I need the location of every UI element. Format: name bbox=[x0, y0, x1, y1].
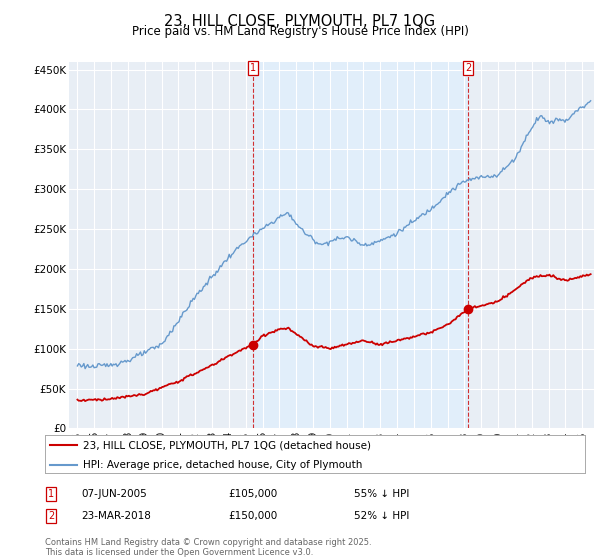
Bar bbox=[253, 62, 468, 428]
Text: 1: 1 bbox=[48, 489, 54, 499]
Text: 07-JUN-2005: 07-JUN-2005 bbox=[81, 489, 147, 499]
Text: £105,000: £105,000 bbox=[228, 489, 277, 499]
Text: HPI: Average price, detached house, City of Plymouth: HPI: Average price, detached house, City… bbox=[83, 460, 362, 470]
Text: 23, HILL CLOSE, PLYMOUTH, PL7 1QG: 23, HILL CLOSE, PLYMOUTH, PL7 1QG bbox=[164, 14, 436, 29]
Text: 23-MAR-2018: 23-MAR-2018 bbox=[81, 511, 151, 521]
Text: 2: 2 bbox=[48, 511, 54, 521]
Text: Price paid vs. HM Land Registry's House Price Index (HPI): Price paid vs. HM Land Registry's House … bbox=[131, 25, 469, 38]
Text: Contains HM Land Registry data © Crown copyright and database right 2025.
This d: Contains HM Land Registry data © Crown c… bbox=[45, 538, 371, 557]
Text: 2: 2 bbox=[465, 63, 471, 73]
Text: 52% ↓ HPI: 52% ↓ HPI bbox=[354, 511, 409, 521]
Text: 23, HILL CLOSE, PLYMOUTH, PL7 1QG (detached house): 23, HILL CLOSE, PLYMOUTH, PL7 1QG (detac… bbox=[83, 440, 371, 450]
Text: £150,000: £150,000 bbox=[228, 511, 277, 521]
Text: 55% ↓ HPI: 55% ↓ HPI bbox=[354, 489, 409, 499]
Text: 1: 1 bbox=[250, 63, 256, 73]
